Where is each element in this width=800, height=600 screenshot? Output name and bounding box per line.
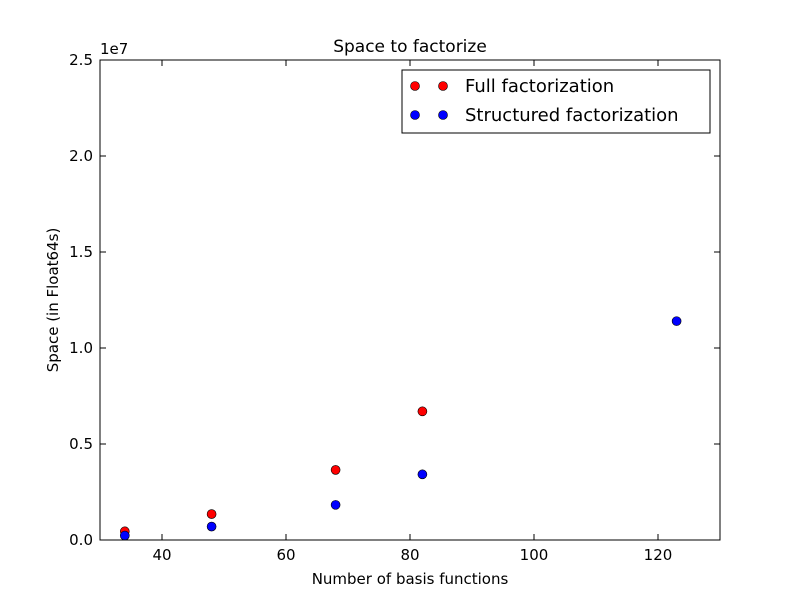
x-tick-label: 100 <box>520 546 549 564</box>
data-point-structured-factorization <box>671 316 682 326</box>
plot-area: 40 60 80 100 120 0.0 0.5 1.0 1.5 2.0 2.5 <box>69 51 721 564</box>
plot-frame <box>99 59 721 541</box>
y-tick-label: 2.5 <box>69 51 93 69</box>
legend-box <box>401 69 711 134</box>
y-axis-label: Space (in Float64s) <box>44 228 62 373</box>
y-tick-label: 1.0 <box>69 339 93 357</box>
legend-label-structured-factorization: Structured factorization <box>465 105 679 126</box>
data-point-structured-factorization <box>417 469 428 480</box>
y-tick-label: 0.5 <box>69 435 93 453</box>
x-tick-label: 40 <box>152 546 171 564</box>
y-tick-label: 2.0 <box>69 147 93 165</box>
y-tick-label: 1.5 <box>69 243 93 261</box>
chart-title: Space to factorize <box>333 37 487 57</box>
legend-marker-full-factorization-right <box>438 81 448 91</box>
data-point-structured-factorization <box>120 530 130 541</box>
data-point-full-factorization <box>330 465 341 475</box>
data-point-structured-factorization <box>206 521 217 532</box>
x-tick-label: 80 <box>400 546 419 564</box>
y-tick-label: 0.0 <box>69 531 93 549</box>
legend-marker-structured-factorization-left <box>410 110 420 120</box>
data-points <box>120 316 682 541</box>
x-tick-label: 120 <box>644 546 673 564</box>
legend-label-full-factorization: Full factorization <box>465 76 614 97</box>
legend-marker-structured-factorization-right <box>438 110 448 120</box>
x-axis-label: Number of basis functions <box>312 570 509 588</box>
data-point-structured-factorization <box>330 500 341 510</box>
y-axis-offset-text: 1e7 <box>100 40 128 58</box>
x-tick-label: 60 <box>276 546 295 564</box>
data-point-full-factorization <box>417 406 428 417</box>
data-point-full-factorization <box>206 509 217 519</box>
legend-marker-full-factorization-left <box>410 81 420 91</box>
legend: Full factorization Structured factorizat… <box>401 69 711 134</box>
